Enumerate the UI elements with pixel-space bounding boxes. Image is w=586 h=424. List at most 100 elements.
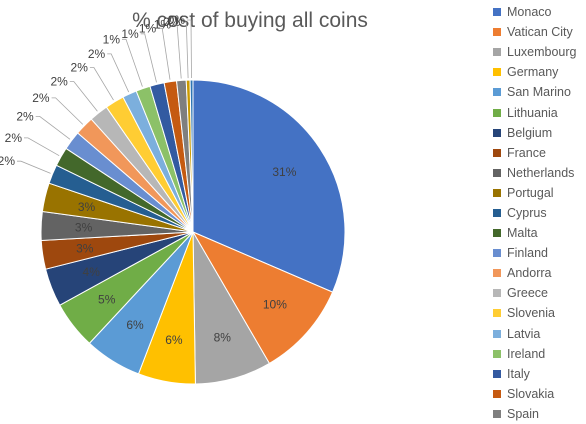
legend-label: Luxembourg <box>507 45 577 60</box>
legend-label: France <box>507 145 546 160</box>
legend-swatch <box>493 409 501 418</box>
legend-item-greece: Greece <box>493 283 585 303</box>
legend-swatch <box>493 369 501 378</box>
legend-swatch <box>493 289 501 298</box>
data-label-portugal: 3% <box>78 200 96 214</box>
legend-item-germany: Germany <box>493 62 585 82</box>
legend-label: Cyprus <box>507 205 547 220</box>
legend-item-cyprus: Cyprus <box>493 203 585 223</box>
legend-item-belgium: Belgium <box>493 123 585 143</box>
data-label-andorra: 2% <box>32 91 50 105</box>
legend-label: Belgium <box>507 125 553 140</box>
legend-item-andorra: Andorra <box>493 263 585 283</box>
leader-line-ireland <box>122 38 143 87</box>
data-label-cyprus: 2% <box>0 154 15 168</box>
legend-item-finland: Finland <box>493 243 585 263</box>
data-label-san-marino: 6% <box>126 318 144 332</box>
legend-swatch <box>493 188 501 197</box>
legend-item-slovakia: Slovakia <box>493 384 585 404</box>
leader-line-slovakia <box>158 27 171 80</box>
legend-swatch <box>493 269 501 278</box>
leader-line-estonia <box>187 19 192 79</box>
legend-label: Malta <box>507 226 538 241</box>
legend-item-ireland: Ireland <box>493 344 585 364</box>
data-label-slovakia: 1% <box>139 21 157 35</box>
legend-label: Latvia <box>507 326 541 341</box>
legend-label: Lithuania <box>507 105 558 120</box>
legend-item-portugal: Portugal <box>493 183 585 203</box>
pie-slice-monaco <box>192 79 346 293</box>
legend-label: Slovenia <box>507 306 555 321</box>
legend-swatch <box>493 389 501 398</box>
legend-swatch <box>493 128 501 137</box>
leader-line-slovenia <box>89 67 114 101</box>
legend-swatch <box>493 148 501 157</box>
legend-item-luxembourg: Luxembourg <box>493 42 585 62</box>
data-label-slovenia: 2% <box>71 61 89 75</box>
data-label-vatican-city: 10% <box>263 298 287 312</box>
legend-label: Finland <box>507 246 548 261</box>
data-label-latvia: 2% <box>88 47 106 61</box>
data-label-france: 3% <box>76 242 94 256</box>
legend-label: Italy <box>507 366 530 381</box>
legend-item-italy: Italy <box>493 364 585 384</box>
legend-swatch <box>493 8 501 17</box>
legend-label: Slovakia <box>507 386 555 401</box>
legend-item-netherlands: Netherlands <box>493 163 585 183</box>
data-label-austria: 0% <box>163 15 181 29</box>
data-label-ireland: 1% <box>103 32 121 46</box>
legend-label: Monaco <box>507 5 552 20</box>
legend-item-slovenia: Slovenia <box>493 303 585 323</box>
leader-line-cyprus <box>17 160 51 174</box>
data-label-luxembourg: 8% <box>214 330 232 344</box>
legend-label: Netherlands <box>507 165 575 180</box>
legend-swatch <box>493 88 501 97</box>
legend-swatch <box>493 168 501 177</box>
legend-swatch <box>493 208 501 217</box>
data-label-belgium: 4% <box>83 265 101 279</box>
legend-swatch <box>493 309 501 318</box>
legend-item-malta: Malta <box>493 223 585 243</box>
legend-label: Spain <box>507 406 539 421</box>
leader-line-latvia <box>107 53 130 93</box>
legend-label: Portugal <box>507 185 554 200</box>
legend-item-latvia: Latvia <box>493 324 585 344</box>
data-label-malta: 2% <box>5 131 23 145</box>
legend-label: Ireland <box>507 346 546 361</box>
data-label-italy: 1% <box>121 27 139 41</box>
legend-item-vatican-city: Vatican City <box>493 22 585 42</box>
leader-line-austria <box>182 21 189 79</box>
legend-item-san-marino: San Marino <box>493 82 585 102</box>
leader-line-malta <box>24 137 60 157</box>
legend-swatch <box>493 108 501 117</box>
data-label-lithuania: 5% <box>98 292 116 306</box>
legend-item-france: France <box>493 143 585 163</box>
leader-line-italy <box>140 33 157 83</box>
legend-swatch <box>493 68 501 77</box>
data-label-germany: 6% <box>165 333 183 347</box>
data-label-monaco: 31% <box>272 165 296 179</box>
legend-label: Vatican City <box>507 25 573 40</box>
data-label-spain: 1% <box>154 18 172 32</box>
legend-swatch <box>493 229 501 238</box>
legend-label: Germany <box>507 65 559 80</box>
legend-swatch <box>493 48 501 57</box>
legend-item-lithuania: Lithuania <box>493 102 585 122</box>
legend-swatch <box>493 28 501 37</box>
legend-item-spain: Spain <box>493 404 585 424</box>
leader-line-andorra <box>51 97 84 125</box>
pie-slice-estonia <box>189 79 194 233</box>
leader-line-spain <box>173 24 182 79</box>
legend-label: San Marino <box>507 85 571 100</box>
legend-item-monaco: Monaco <box>493 2 585 22</box>
legend-swatch <box>493 329 501 338</box>
legend-label: Andorra <box>507 266 552 281</box>
data-label-greece: 2% <box>50 75 68 89</box>
data-label-netherlands: 3% <box>75 221 93 235</box>
leader-line-greece <box>69 81 98 112</box>
data-label-finland: 2% <box>16 109 34 123</box>
legend-swatch <box>493 349 501 358</box>
pie-slice-vatican-city <box>191 230 334 365</box>
